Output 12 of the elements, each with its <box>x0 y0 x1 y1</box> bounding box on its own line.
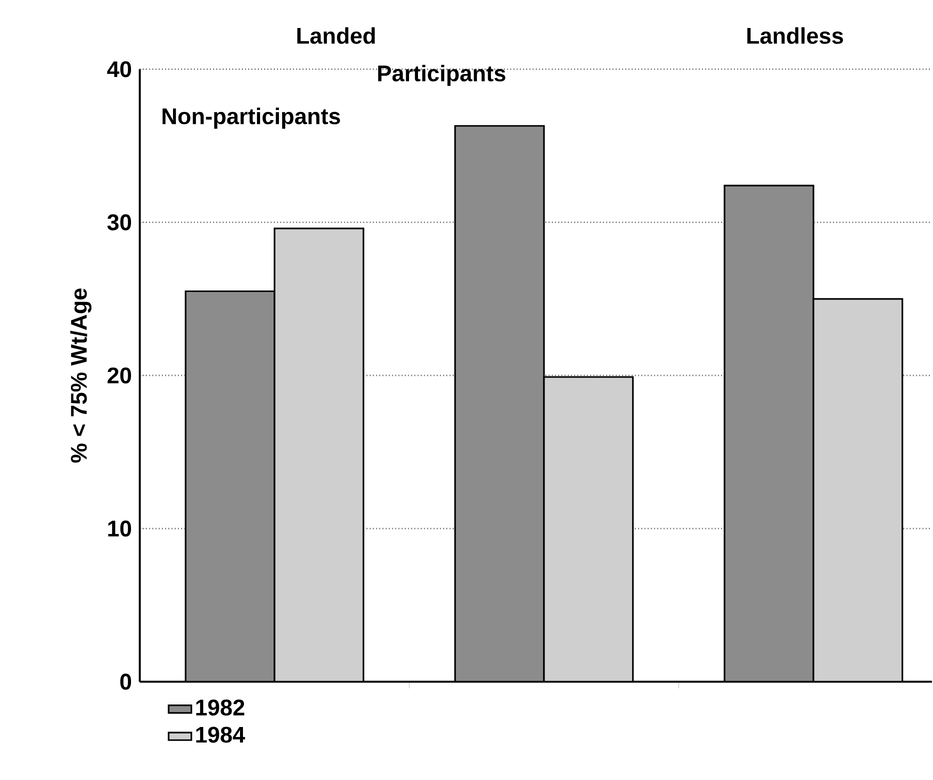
x-tick-label: Participants <box>378 64 506 86</box>
y-tick-label: 40 <box>107 61 132 78</box>
y-tick-label: 10 <box>108 520 132 536</box>
y-axis-title: % < 75% Wt/Age <box>70 288 92 463</box>
x-tick-label: Landless <box>747 27 843 44</box>
legend-label: 1984 <box>196 726 246 743</box>
legend-label: 1982 <box>196 699 244 716</box>
y-tick-label: 0 <box>120 674 132 690</box>
text: Landed <box>297 27 375 44</box>
y-tick-label: 30 <box>107 214 132 230</box>
x-tick-label: Non-participants <box>162 108 340 129</box>
y-tick-label: 20 <box>108 367 132 384</box>
